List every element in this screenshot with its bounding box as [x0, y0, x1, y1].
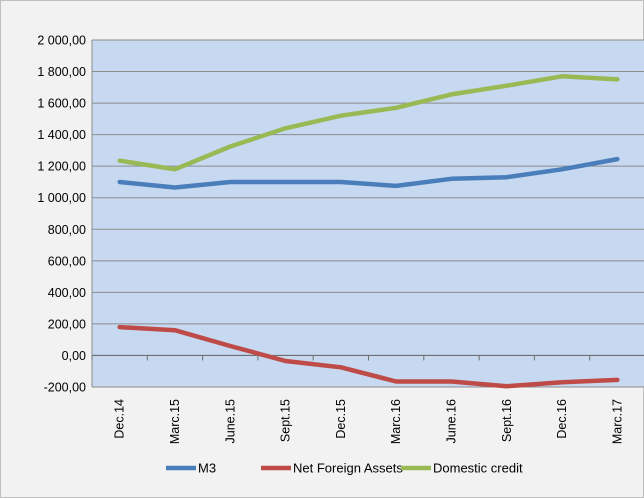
x-tick-label: Dec.15 — [334, 399, 348, 439]
y-tick-label: 1 000,00 — [37, 191, 86, 205]
x-tick-label: Marc.15 — [168, 399, 182, 444]
y-tick-label: 400,00 — [48, 286, 86, 300]
x-tick-label: Dec.14 — [113, 399, 127, 439]
y-tick-label: 1 200,00 — [37, 160, 86, 174]
series-lines — [117, 74, 620, 389]
y-tick-label: 1 800,00 — [37, 65, 86, 79]
series-line — [117, 156, 620, 190]
y-tick-label: 1 400,00 — [37, 128, 86, 142]
x-tick-label: Marc.16 — [389, 399, 403, 444]
y-tick-label: 1 600,00 — [37, 97, 86, 111]
x-tick-label: Sept.15 — [279, 399, 293, 442]
legend-label: Net Foreign Assets — [293, 461, 403, 476]
x-tick-label: Dec.16 — [555, 399, 569, 439]
x-tick-label: June.16 — [444, 399, 458, 444]
x-tick-label: June.15 — [223, 399, 237, 444]
legend: M3 Net Foreign Assets Domestic credit — [166, 461, 523, 476]
x-tick-label: Marc.17 — [610, 399, 624, 444]
series-line — [117, 324, 620, 389]
y-tick-label: 600,00 — [48, 254, 86, 268]
series-line — [117, 74, 620, 172]
x-axis — [91, 40, 644, 387]
y-tick-label: 200,00 — [48, 317, 86, 331]
x-tick-label: Sept.16 — [500, 399, 514, 442]
y-tick-label: 800,00 — [48, 223, 86, 237]
legend-label: Domestic credit — [433, 461, 523, 476]
x-axis-tick-labels: Dec.14 Marc.15 June.15 Sept.15 Dec.15 Marc.16… — [113, 399, 625, 444]
y-tick-label: 0,00 — [62, 349, 86, 363]
y-tick-label: -200,00 — [44, 381, 86, 395]
plot-area — [92, 40, 644, 387]
y-tick-label: 2 000,00 — [37, 34, 86, 48]
y-axis-tick-labels: -200,00 0,00 200,00 400,00 600,00 800,00 1 000… — [37, 34, 86, 395]
legend-label: M3 — [198, 461, 216, 476]
